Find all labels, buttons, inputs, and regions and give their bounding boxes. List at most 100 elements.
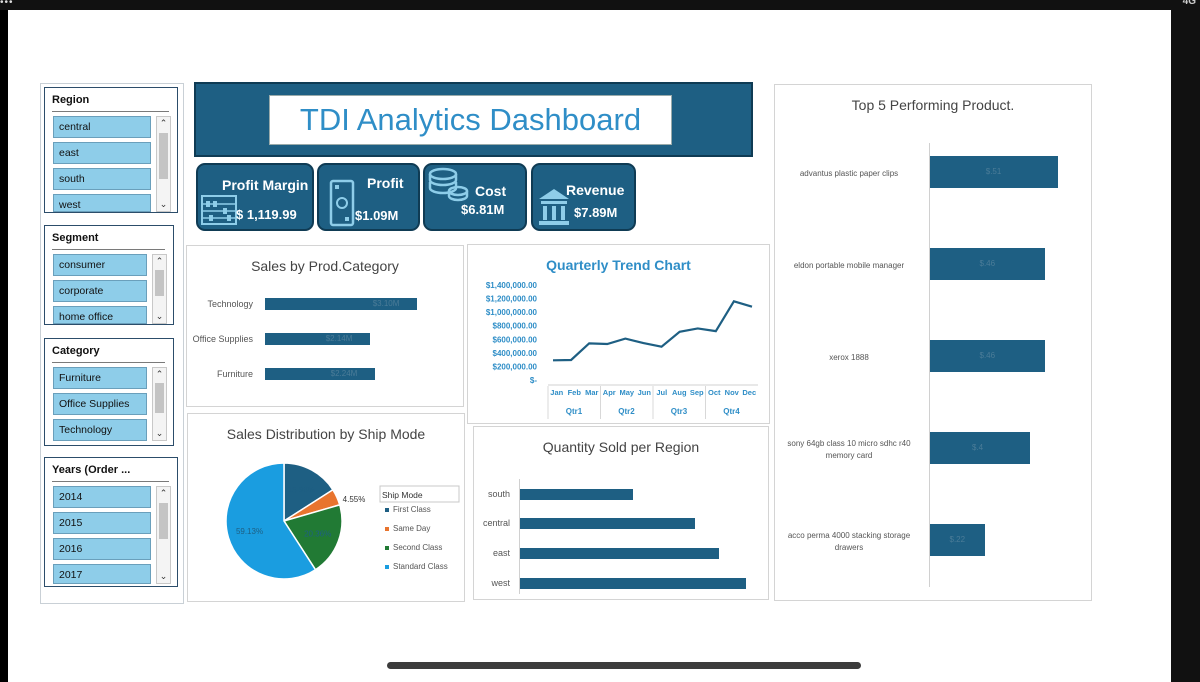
slicer-item-2017[interactable]: 2017	[53, 564, 151, 584]
y-tick-label: $-	[530, 376, 537, 385]
data-label: $3.10M	[372, 299, 400, 308]
slicer-item-east[interactable]: east	[53, 142, 151, 164]
month-tick-label: Dec	[742, 388, 756, 397]
slicer-item-office-supplies[interactable]: Office Supplies	[53, 393, 147, 415]
slicer-item-2015[interactable]: 2015	[53, 512, 151, 534]
quarter-tick-label: Qtr3	[671, 407, 688, 416]
category-bar	[265, 368, 375, 380]
month-tick-label: Sep	[690, 388, 704, 397]
slicer-item-2014[interactable]: 2014	[53, 486, 151, 508]
kpi-revenue: Revenue $7.89M	[531, 163, 636, 231]
chart-title: Top 5 Performing Product.	[851, 97, 1015, 113]
chevron-up-icon[interactable]: ⌃	[159, 488, 168, 498]
segment-slicer: Segment consumer corporate home office ⌃…	[44, 225, 174, 325]
chart-title: Sales by Prod.Category	[251, 258, 399, 274]
slicer-item-south[interactable]: south	[53, 168, 151, 190]
region-bar	[520, 578, 746, 589]
data-label: $2.14M	[325, 334, 353, 343]
slicer-title: Years (Order ...	[52, 464, 131, 476]
legend-swatch	[385, 546, 389, 550]
category-tick-label: Technology	[207, 299, 253, 309]
device-bezel	[1171, 10, 1200, 682]
slicer-column	[40, 83, 184, 604]
chevron-up-icon[interactable]: ⌃	[159, 118, 168, 128]
y-tick-label: $600,000.00	[493, 335, 538, 344]
month-tick-label: Feb	[568, 388, 582, 397]
scroll-thumb[interactable]	[155, 270, 164, 296]
pie-slice	[282, 503, 343, 571]
chevron-down-icon[interactable]: ⌄	[155, 428, 164, 438]
coins-icon	[428, 167, 469, 202]
slicer-item-corporate[interactable]: corporate	[53, 280, 147, 302]
category-bar	[265, 298, 417, 310]
product-tick-label: eldon portable mobile manager	[793, 261, 905, 270]
product-bar	[930, 432, 1030, 464]
product-bar	[930, 248, 1045, 280]
slicer-scrollbar[interactable]: ⌃ ⌄	[156, 486, 171, 584]
scroll-thumb[interactable]	[159, 133, 168, 179]
chevron-down-icon[interactable]: ⌄	[155, 311, 164, 321]
slicer-scrollbar[interactable]: ⌃ ⌄	[156, 116, 171, 212]
region-slicer: Region central east south west ⌃ ⌄	[44, 87, 178, 213]
data-label: $2.24M	[330, 369, 358, 378]
kpi-label: Profit Margin	[222, 177, 309, 193]
pie-slice	[225, 462, 317, 580]
slicer-item-home-office[interactable]: home office	[53, 306, 147, 324]
slicer-title: Region	[52, 94, 90, 106]
chevron-up-icon[interactable]: ⌃	[155, 369, 164, 379]
slicer-item-west[interactable]: west	[53, 194, 151, 212]
top5-products-chart: Top 5 Performing Product. advantus plast…	[774, 84, 1092, 601]
kpi-value: $1.09M	[355, 208, 399, 223]
category-slicer: Category Furniture Office Supplies Techn…	[44, 338, 174, 446]
data-label: $.51	[985, 167, 1002, 176]
slice-label: 59.13%	[236, 527, 263, 536]
sales-by-category-chart: Sales by Prod.Category Technology $3.10M O…	[186, 245, 464, 407]
month-tick-label: Jan	[550, 388, 563, 397]
month-tick-label: Mar	[585, 388, 598, 397]
scroll-thumb[interactable]	[159, 503, 168, 539]
ship-mode-chart: Sales Distribution by Ship Mode 15.96% 4.…	[187, 413, 465, 602]
chevron-down-icon[interactable]: ⌄	[159, 199, 168, 209]
category-bar	[265, 333, 370, 345]
product-tick-label: acco perma 4000 stacking storage drawers	[787, 531, 911, 552]
slicer-item-technology[interactable]: Technology	[53, 419, 147, 441]
legend-swatch	[385, 565, 389, 569]
product-bar	[930, 340, 1045, 372]
status-dots-icon: •••	[0, 0, 14, 8]
qty-by-region-chart: Quantity Sold per Region south central eas…	[473, 426, 769, 600]
slicer-scrollbar[interactable]: ⌃ ⌄	[152, 367, 167, 441]
region-bar	[520, 489, 633, 500]
slicer-scrollbar[interactable]: ⌃ ⌄	[152, 254, 167, 324]
slicer-item-furniture[interactable]: Furniture	[53, 367, 147, 389]
slicer-item-consumer[interactable]: consumer	[53, 254, 147, 276]
region-bar	[520, 548, 720, 559]
y-tick-label: $800,000.00	[493, 322, 538, 331]
pie-plot: 15.96% 4.55% 20.36% 59.13% Ship Mode First Cl…	[225, 462, 460, 580]
home-indicator[interactable]	[387, 662, 861, 669]
scroll-thumb[interactable]	[155, 383, 164, 413]
data-label: $.22	[949, 535, 966, 544]
slicer-title: Segment	[52, 232, 99, 244]
dashboard-screen: Region central east south west ⌃ ⌄ Segme…	[8, 10, 1171, 682]
product-bar	[930, 524, 985, 556]
slicer-item-2016[interactable]: 2016	[53, 538, 151, 560]
slicer-item-central[interactable]: central	[53, 116, 151, 138]
kpi-cost: Cost $6.81M	[423, 163, 527, 231]
y-tick-label: $1,400,000.00	[486, 281, 538, 290]
region-tick-label: west	[491, 578, 510, 588]
month-tick-label: Aug	[672, 388, 687, 397]
kpi-label: Cost	[475, 183, 507, 199]
bank-icon	[539, 189, 569, 225]
legend-entry: Same Day	[393, 524, 430, 533]
month-tick-label: Oct	[708, 388, 721, 397]
month-tick-label: May	[619, 388, 634, 397]
axis-line	[929, 143, 930, 587]
chevron-down-icon[interactable]: ⌄	[159, 571, 168, 581]
chevron-up-icon[interactable]: ⌃	[155, 256, 164, 266]
network-icon: 4G	[1182, 0, 1196, 7]
header-banner: TDI Analytics Dashboard	[194, 82, 753, 157]
region-tick-label: central	[482, 518, 510, 528]
kpi-value: $7.89M	[574, 205, 618, 220]
kpi-value: $6.81M	[461, 202, 505, 217]
legend-entry: Standard Class	[393, 562, 448, 571]
